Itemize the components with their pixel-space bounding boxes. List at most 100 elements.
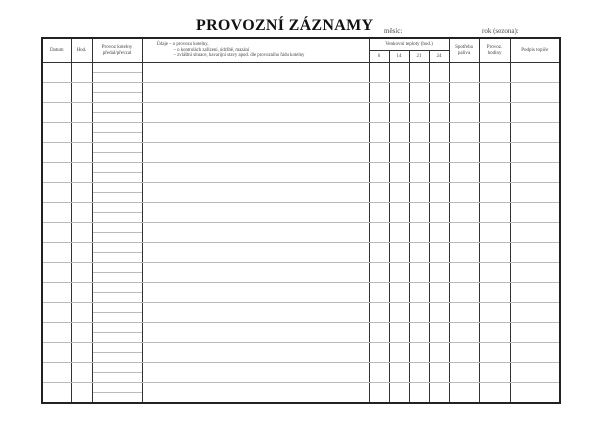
cell-provoz-kotelny[interactable] bbox=[91, 262, 143, 283]
cell-udaje[interactable] bbox=[141, 202, 370, 223]
cell-temp-21[interactable] bbox=[408, 242, 430, 263]
cell-datum[interactable] bbox=[41, 302, 72, 323]
cell-prevzal[interactable] bbox=[93, 373, 142, 382]
cell-temp-6[interactable] bbox=[368, 202, 390, 223]
cell-predal[interactable] bbox=[92, 143, 142, 153]
cell-prevzal[interactable] bbox=[93, 333, 142, 342]
cell-provoz-hodiny[interactable] bbox=[478, 122, 511, 143]
cell-temp-21[interactable] bbox=[408, 222, 430, 243]
cell-temp-24[interactable] bbox=[428, 322, 450, 343]
cell-udaje[interactable] bbox=[141, 262, 370, 283]
cell-temp-6[interactable] bbox=[368, 162, 390, 183]
cell-temp-6[interactable] bbox=[368, 122, 390, 143]
cell-prevzal[interactable] bbox=[93, 153, 142, 162]
cell-prevzal[interactable] bbox=[93, 213, 142, 222]
cell-predal[interactable] bbox=[92, 323, 142, 333]
cell-provoz-kotelny[interactable] bbox=[91, 162, 143, 183]
cell-hod[interactable] bbox=[70, 142, 93, 163]
cell-podpis[interactable] bbox=[509, 102, 561, 123]
cell-spotreba[interactable] bbox=[448, 142, 480, 163]
cell-hod[interactable] bbox=[70, 202, 93, 223]
cell-predal[interactable] bbox=[92, 303, 142, 313]
cell-podpis[interactable] bbox=[509, 302, 561, 323]
cell-spotreba[interactable] bbox=[448, 342, 480, 363]
cell-predal[interactable] bbox=[92, 263, 142, 273]
cell-provoz-hodiny[interactable] bbox=[478, 102, 511, 123]
cell-temp-6[interactable] bbox=[368, 342, 390, 363]
cell-udaje[interactable] bbox=[141, 242, 370, 263]
cell-temp-6[interactable] bbox=[368, 302, 390, 323]
cell-podpis[interactable] bbox=[509, 382, 561, 404]
cell-temp-6[interactable] bbox=[368, 362, 390, 383]
cell-hod[interactable] bbox=[70, 242, 93, 263]
cell-udaje[interactable] bbox=[141, 102, 370, 123]
cell-podpis[interactable] bbox=[509, 82, 561, 103]
cell-hod[interactable] bbox=[70, 222, 93, 243]
cell-predal[interactable] bbox=[92, 63, 142, 73]
cell-hod[interactable] bbox=[70, 322, 93, 343]
cell-provoz-hodiny[interactable] bbox=[478, 282, 511, 303]
cell-udaje[interactable] bbox=[141, 302, 370, 323]
cell-podpis[interactable] bbox=[509, 222, 561, 243]
cell-temp-14[interactable] bbox=[388, 222, 410, 243]
cell-temp-24[interactable] bbox=[428, 302, 450, 323]
cell-temp-24[interactable] bbox=[428, 202, 450, 223]
cell-prevzal[interactable] bbox=[93, 273, 142, 282]
cell-provoz-hodiny[interactable] bbox=[478, 82, 511, 103]
cell-provoz-hodiny[interactable] bbox=[478, 242, 511, 263]
cell-spotreba[interactable] bbox=[448, 322, 480, 343]
cell-predal[interactable] bbox=[92, 163, 142, 173]
cell-temp-21[interactable] bbox=[408, 82, 430, 103]
cell-temp-14[interactable] bbox=[388, 382, 410, 404]
cell-spotreba[interactable] bbox=[448, 122, 480, 143]
cell-predal[interactable] bbox=[92, 283, 142, 293]
cell-datum[interactable] bbox=[41, 242, 72, 263]
cell-temp-21[interactable] bbox=[408, 342, 430, 363]
cell-spotreba[interactable] bbox=[448, 302, 480, 323]
cell-datum[interactable] bbox=[41, 102, 72, 123]
cell-datum[interactable] bbox=[41, 182, 72, 203]
cell-temp-6[interactable] bbox=[368, 382, 390, 404]
cell-provoz-hodiny[interactable] bbox=[478, 322, 511, 343]
cell-predal[interactable] bbox=[92, 383, 142, 393]
cell-podpis[interactable] bbox=[509, 242, 561, 263]
cell-temp-24[interactable] bbox=[428, 62, 450, 83]
cell-temp-24[interactable] bbox=[428, 282, 450, 303]
cell-spotreba[interactable] bbox=[448, 242, 480, 263]
cell-podpis[interactable] bbox=[509, 142, 561, 163]
cell-prevzal[interactable] bbox=[93, 353, 142, 362]
cell-provoz-kotelny[interactable] bbox=[91, 302, 143, 323]
cell-temp-21[interactable] bbox=[408, 282, 430, 303]
cell-provoz-kotelny[interactable] bbox=[91, 122, 143, 143]
cell-hod[interactable] bbox=[70, 162, 93, 183]
cell-temp-21[interactable] bbox=[408, 302, 430, 323]
cell-spotreba[interactable] bbox=[448, 362, 480, 383]
cell-temp-21[interactable] bbox=[408, 122, 430, 143]
cell-provoz-kotelny[interactable] bbox=[91, 382, 143, 404]
cell-temp-6[interactable] bbox=[368, 242, 390, 263]
cell-temp-6[interactable] bbox=[368, 322, 390, 343]
cell-temp-21[interactable] bbox=[408, 382, 430, 404]
cell-temp-14[interactable] bbox=[388, 362, 410, 383]
cell-spotreba[interactable] bbox=[448, 282, 480, 303]
cell-udaje[interactable] bbox=[141, 222, 370, 243]
cell-datum[interactable] bbox=[41, 382, 72, 404]
cell-hod[interactable] bbox=[70, 82, 93, 103]
cell-spotreba[interactable] bbox=[448, 62, 480, 83]
cell-datum[interactable] bbox=[41, 62, 72, 83]
cell-hod[interactable] bbox=[70, 182, 93, 203]
cell-datum[interactable] bbox=[41, 202, 72, 223]
cell-provoz-kotelny[interactable] bbox=[91, 182, 143, 203]
cell-provoz-kotelny[interactable] bbox=[91, 242, 143, 263]
cell-provoz-hodiny[interactable] bbox=[478, 62, 511, 83]
cell-temp-24[interactable] bbox=[428, 362, 450, 383]
cell-temp-14[interactable] bbox=[388, 322, 410, 343]
cell-prevzal[interactable] bbox=[93, 193, 142, 202]
cell-hod[interactable] bbox=[70, 262, 93, 283]
cell-provoz-kotelny[interactable] bbox=[91, 82, 143, 103]
cell-datum[interactable] bbox=[41, 142, 72, 163]
cell-temp-21[interactable] bbox=[408, 102, 430, 123]
cell-temp-14[interactable] bbox=[388, 122, 410, 143]
cell-temp-6[interactable] bbox=[368, 222, 390, 243]
cell-temp-24[interactable] bbox=[428, 122, 450, 143]
